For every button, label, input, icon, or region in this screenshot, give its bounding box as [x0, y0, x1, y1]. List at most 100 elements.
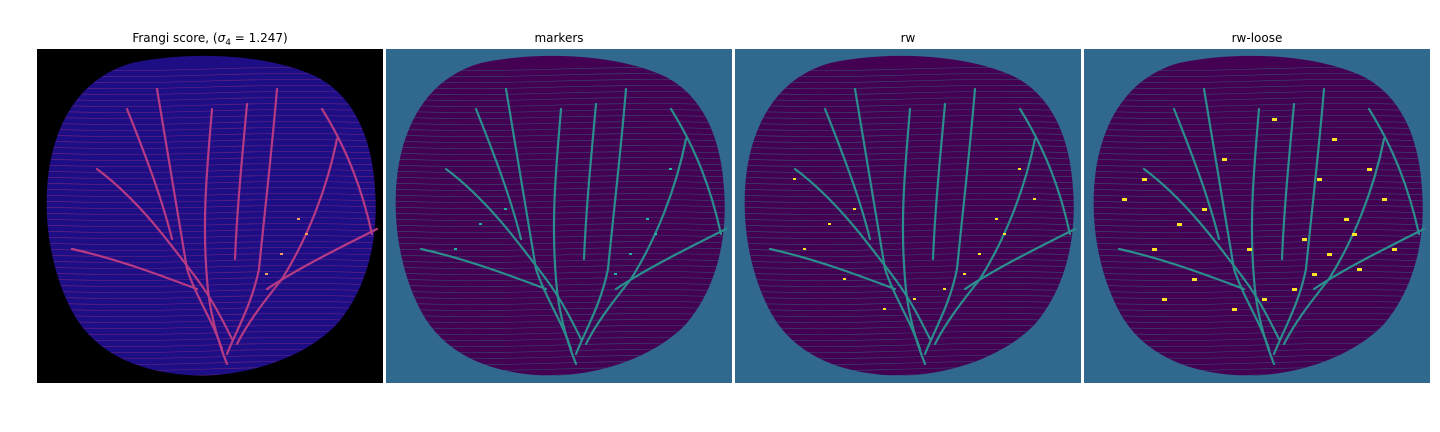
highlight-spot	[828, 223, 831, 225]
vessel-line	[1142, 167, 1281, 341]
title-subscript: 4	[225, 38, 231, 48]
texture-line	[395, 193, 725, 197]
texture-line	[395, 223, 725, 227]
texture-line	[395, 163, 725, 167]
texture-line	[1093, 271, 1423, 275]
texture-line	[395, 313, 725, 317]
texture-line	[744, 229, 1074, 233]
texture-line	[395, 241, 725, 245]
highlight-group	[265, 218, 308, 275]
highlight-spot	[1177, 223, 1182, 226]
highlight-spot	[1262, 298, 1267, 301]
texture-line	[1093, 181, 1423, 185]
highlight-group	[793, 168, 1036, 310]
texture-line	[744, 175, 1074, 179]
texture-line	[744, 259, 1074, 263]
texture-line	[395, 265, 725, 269]
highlight-spot	[793, 178, 796, 180]
highlight-spot	[1312, 273, 1317, 276]
texture-line	[395, 109, 725, 113]
texture-line	[744, 205, 1074, 209]
vessel-group	[768, 87, 1077, 366]
texture-line	[1093, 145, 1423, 149]
texture-line	[395, 145, 725, 149]
texture-line	[46, 247, 376, 251]
texture-line	[395, 211, 725, 215]
texture-line	[395, 187, 725, 191]
texture-line	[744, 187, 1074, 191]
texture-line	[46, 283, 376, 287]
texture-line	[744, 193, 1074, 197]
texture-line	[46, 313, 376, 317]
texture-line	[744, 91, 1074, 95]
texture-line	[46, 211, 376, 215]
texture-line	[1093, 163, 1423, 167]
highlight-spot	[1317, 178, 1322, 181]
highlight-spot	[1003, 233, 1006, 235]
vessel-group	[70, 87, 379, 366]
highlight-spot	[1302, 238, 1307, 241]
texture-line	[744, 271, 1074, 275]
texture-line	[395, 217, 725, 221]
texture-line	[1093, 157, 1423, 161]
texture-line	[395, 85, 725, 89]
texture-line	[395, 91, 725, 95]
texture-line	[46, 325, 376, 329]
texture-line	[395, 97, 725, 101]
highlight-spot	[1382, 198, 1387, 201]
highlight-spot	[669, 168, 672, 170]
highlight-spot	[803, 248, 806, 250]
texture-line	[395, 229, 725, 233]
texture-line	[395, 115, 725, 119]
texture-line	[46, 91, 376, 95]
vessel-line	[1272, 87, 1326, 356]
vessel-line	[1117, 247, 1246, 291]
highlight-spot	[454, 248, 457, 250]
highlight-spot	[305, 233, 308, 235]
highlight-spot	[1352, 233, 1357, 236]
highlight-spot	[1344, 218, 1349, 221]
texture-line	[46, 157, 376, 161]
texture-line	[46, 103, 376, 107]
highlight-spot	[1292, 288, 1297, 291]
vessel-line	[95, 167, 234, 341]
vessel-line	[235, 137, 339, 346]
highlight-spot	[963, 273, 966, 275]
vessel-line	[963, 227, 1077, 291]
highlight-spot	[1202, 208, 1207, 211]
texture-line	[744, 325, 1074, 329]
texture-line	[744, 151, 1074, 155]
vessel-line	[504, 87, 573, 351]
texture-line	[744, 157, 1074, 161]
texture-line	[744, 235, 1074, 239]
vessel-line	[233, 102, 249, 261]
texture-line	[744, 289, 1074, 293]
texture-line	[744, 223, 1074, 227]
highlight-spot	[1272, 118, 1277, 121]
texture-line	[1093, 247, 1423, 251]
texture-line	[46, 115, 376, 119]
texture-line	[744, 283, 1074, 287]
highlight-spot	[654, 233, 657, 235]
texture-line	[46, 217, 376, 221]
texture-line	[744, 313, 1074, 317]
vessel-line	[823, 107, 872, 241]
texture-line	[395, 103, 725, 107]
texture-line	[46, 259, 376, 263]
texture-line	[46, 205, 376, 209]
texture-line	[1093, 199, 1423, 203]
texture-line	[744, 145, 1074, 149]
highlight-spot	[1122, 198, 1127, 201]
highlight-spot	[853, 208, 856, 210]
texture-line	[744, 277, 1074, 281]
texture-line	[46, 229, 376, 233]
highlight-spot	[1232, 308, 1237, 311]
vessel-line	[584, 137, 688, 346]
highlight-spot	[297, 218, 300, 220]
texture-line	[744, 181, 1074, 185]
texture-line	[744, 241, 1074, 245]
highlight-spot	[1392, 248, 1397, 251]
texture-line	[1093, 187, 1423, 191]
highlight-group	[1122, 118, 1397, 311]
highlight-spot	[1018, 168, 1021, 170]
